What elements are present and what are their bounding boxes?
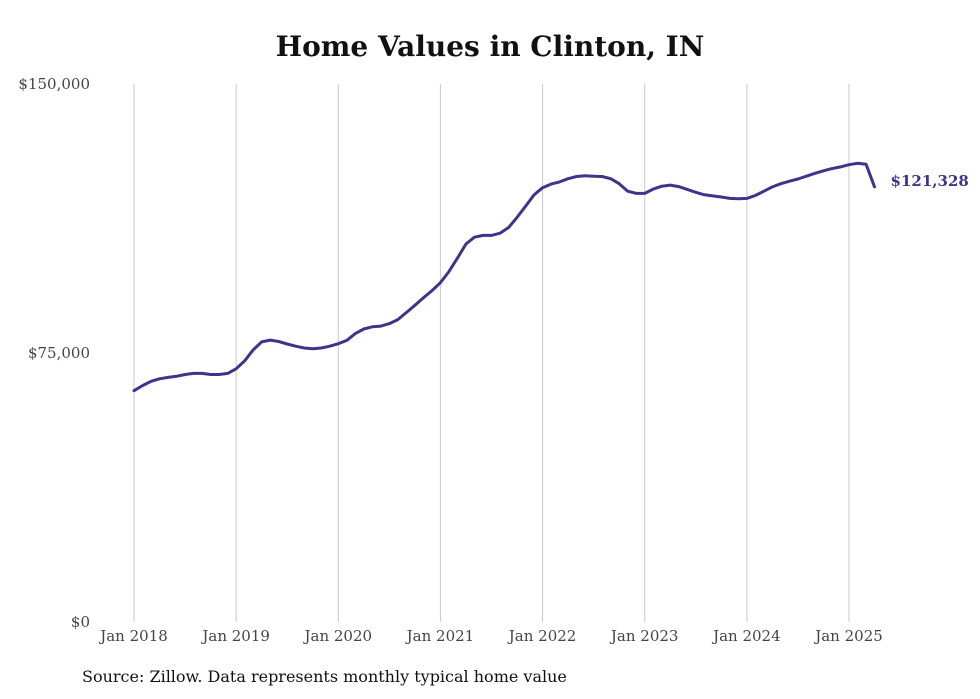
x-tick-label: Jan 2018 [98, 627, 168, 645]
x-tick-label: Jan 2020 [303, 627, 373, 645]
y-tick-label: $0 [71, 613, 90, 631]
series-line [132, 161, 876, 393]
x-tick-label: Jan 2024 [711, 627, 781, 645]
y-tick-label: $75,000 [28, 344, 90, 362]
x-tick-label: Jan 2019 [200, 627, 270, 645]
x-tick-label: Jan 2022 [507, 627, 577, 645]
x-tick-label: Jan 2023 [609, 627, 679, 645]
source-note: Source: Zillow. Data represents monthly … [82, 667, 567, 686]
y-tick-label: $150,000 [18, 75, 90, 93]
x-tick-label: Jan 2025 [813, 627, 883, 645]
chart-title: Home Values in Clinton, IN [275, 30, 705, 63]
end-value-label: $121,328 [891, 172, 969, 190]
x-tick-label: Jan 2021 [405, 627, 475, 645]
